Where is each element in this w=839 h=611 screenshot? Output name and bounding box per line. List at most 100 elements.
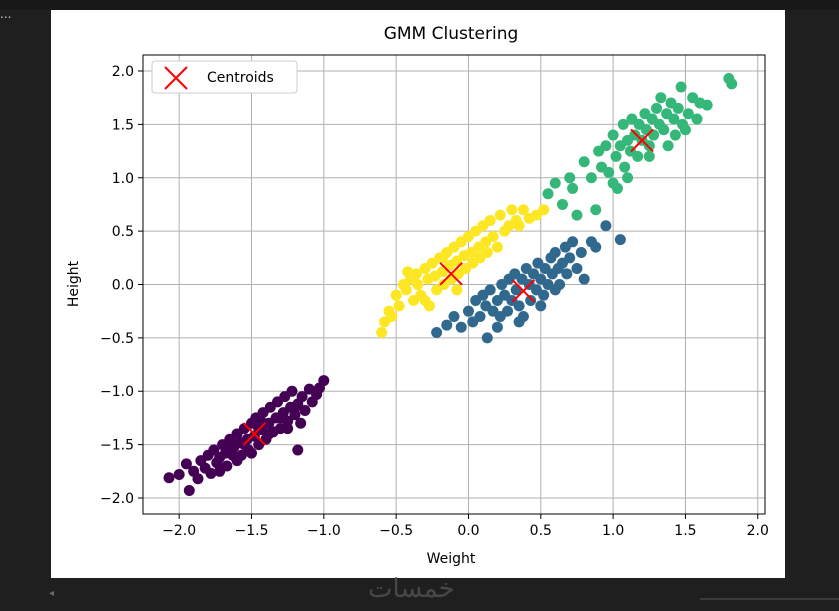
centroid-marker — [630, 128, 654, 153]
data-point — [643, 140, 655, 152]
data-point — [513, 316, 525, 328]
data-point — [617, 118, 629, 130]
data-point — [549, 177, 561, 189]
data-points — [163, 72, 738, 497]
data-point — [214, 465, 226, 477]
data-point — [481, 246, 493, 258]
data-point — [513, 220, 525, 232]
data-point — [571, 262, 583, 274]
data-point — [487, 230, 499, 242]
data-point — [506, 204, 518, 216]
chart-title: GMM Clustering — [384, 24, 519, 44]
y-tick-label: 1.5 — [112, 117, 134, 133]
centroid-marker — [511, 279, 536, 303]
data-point — [491, 321, 503, 333]
x-tick-label: 1.0 — [602, 523, 624, 539]
data-point — [622, 172, 634, 184]
data-point — [619, 161, 631, 173]
data-point — [607, 129, 619, 141]
data-point — [494, 209, 506, 221]
data-point — [192, 473, 204, 485]
data-point — [600, 220, 612, 232]
output-ellipsis[interactable]: ... — [0, 7, 12, 21]
cluster-3-points — [376, 204, 550, 339]
data-point — [567, 236, 579, 248]
data-point — [590, 204, 602, 216]
data-point — [402, 266, 414, 278]
data-point — [245, 447, 257, 459]
data-point — [296, 391, 308, 403]
data-point — [231, 455, 243, 467]
data-point — [669, 129, 681, 141]
data-point — [600, 140, 612, 152]
top-bar — [0, 0, 839, 10]
data-point — [535, 300, 547, 312]
data-point — [376, 327, 388, 339]
data-point — [542, 188, 554, 200]
data-point — [393, 300, 405, 312]
data-point — [564, 252, 576, 264]
y-tick-label: −1.5 — [100, 438, 134, 454]
centroid-marker — [242, 422, 267, 446]
data-point — [578, 273, 590, 285]
x-axis-label: Weight — [427, 551, 476, 567]
data-point — [257, 417, 269, 429]
data-point — [564, 172, 576, 184]
data-point — [701, 99, 713, 111]
scroll-left-icon[interactable]: ◂ — [49, 588, 55, 599]
x-tick-label: 0.5 — [530, 523, 552, 539]
data-point — [263, 428, 275, 440]
data-point — [286, 385, 298, 397]
data-point — [173, 469, 185, 481]
data-point — [292, 444, 304, 456]
data-point — [410, 268, 422, 280]
data-point — [549, 246, 561, 258]
scrollbar-track[interactable] — [700, 598, 839, 600]
data-point — [517, 204, 529, 216]
x-tick-label: 1.5 — [674, 523, 696, 539]
data-point — [549, 284, 561, 296]
data-point — [655, 92, 667, 104]
data-point — [221, 439, 233, 451]
data-point — [658, 124, 670, 136]
data-point — [538, 204, 550, 216]
cluster-1-points — [431, 220, 626, 344]
data-point — [648, 129, 660, 141]
data-point — [607, 177, 619, 189]
centroid-marker — [439, 262, 463, 286]
x-tick-label: −1.5 — [234, 523, 268, 539]
data-point — [412, 279, 424, 290]
data-point — [571, 209, 583, 221]
x-tick-label: 0.0 — [457, 523, 479, 539]
cluster-2-points — [542, 72, 738, 221]
legend-label: Centroids — [207, 70, 274, 86]
data-point — [484, 214, 496, 226]
data-point — [691, 113, 703, 125]
legend-centroid-marker — [164, 66, 188, 90]
data-point — [318, 375, 330, 387]
data-point — [668, 113, 680, 125]
data-point — [662, 140, 674, 152]
x-tick-label: −1.0 — [307, 523, 341, 539]
data-point — [295, 417, 307, 429]
data-point — [610, 150, 622, 162]
data-point — [386, 311, 398, 323]
data-point — [491, 241, 503, 253]
data-point — [163, 472, 175, 484]
y-tick-label: −0.5 — [100, 331, 134, 347]
y-tick-label: 2.0 — [112, 64, 134, 80]
data-point — [614, 234, 626, 246]
data-point — [448, 311, 460, 323]
data-point — [390, 289, 402, 301]
data-point — [643, 150, 655, 162]
y-tick-label: −2.0 — [100, 491, 134, 507]
legend-box — [151, 60, 298, 94]
y-tick-label: 0.0 — [112, 278, 134, 294]
scatter-chart: −2.0 −1.5 −1.0 −0.5 0.0 0.5 1.0 1.5 2.0 −2.0 −1.5 −… — [51, 10, 785, 578]
y-axis-label: Height — [66, 260, 82, 307]
data-point — [578, 156, 590, 168]
data-point — [603, 166, 615, 178]
data-point — [585, 172, 597, 184]
data-point — [525, 295, 537, 307]
data-point — [481, 332, 493, 344]
